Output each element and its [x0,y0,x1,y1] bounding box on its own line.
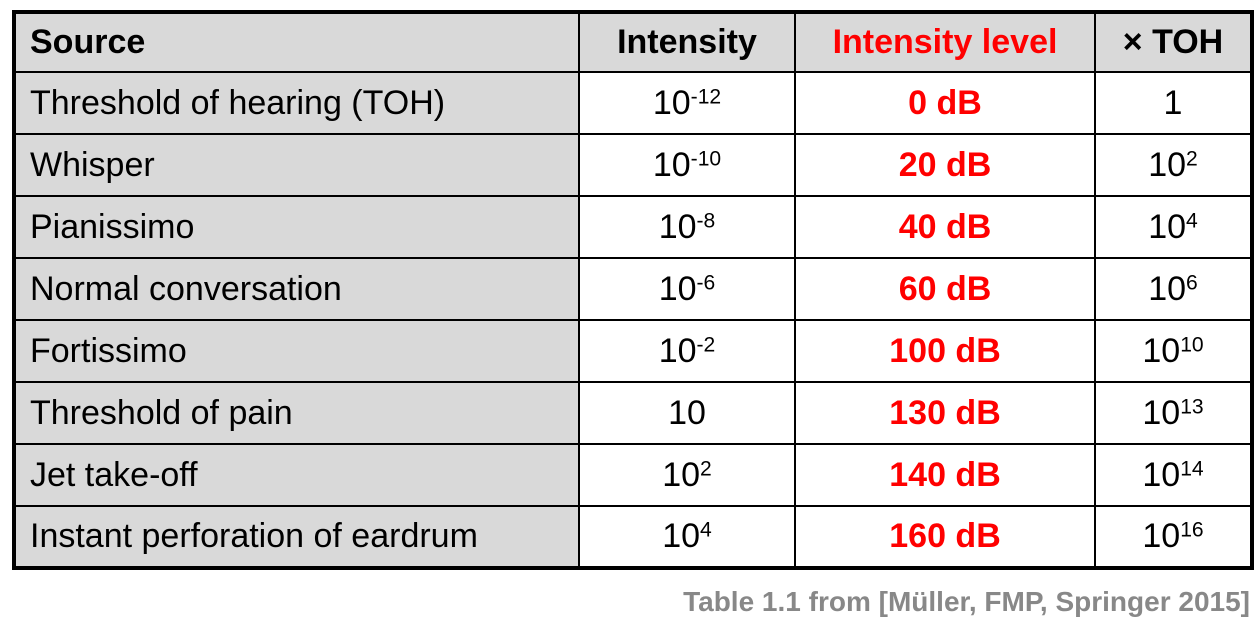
intensity-level-cell: 130 dB [794,381,1096,445]
intensity-cell: 102 [578,443,796,507]
value-base: 10 [662,517,701,555]
table-row: Pianissimo 10-8 40 dB 104 [13,195,1253,259]
source-cell: Pianissimo [13,195,580,259]
toh-cell: 1013 [1094,381,1253,445]
value-base: 10 [1142,517,1181,555]
value-exponent: 6 [1186,270,1198,294]
intensity-cell: 104 [578,505,796,569]
toh-cell: 1014 [1094,443,1253,507]
value-base: 10 [668,393,706,432]
source-cell: Instant perforation of eardrum [13,505,580,569]
value-base: 10 [652,145,691,184]
column-header-intensity: Intensity [578,11,796,73]
value-exponent: 13 [1180,394,1204,418]
table-row: Normal conversation 10-6 60 dB 106 [13,257,1253,321]
intensity-level-cell: 140 dB [794,443,1096,507]
toh-cell: 1010 [1094,319,1253,383]
table-row: Threshold of hearing (TOH) 10-12 0 dB 1 [13,71,1253,135]
table-row: Whisper 10-10 20 dB 102 [13,133,1253,197]
value-base: 10 [658,207,697,246]
intensity-cell: 10-10 [578,133,796,197]
value-base: 10 [1148,207,1187,246]
intensity-level-cell: 100 dB [794,319,1096,383]
intensity-level-cell: 20 dB [794,133,1096,197]
intensity-cell: 10-6 [578,257,796,321]
toh-cell: 106 [1094,257,1253,321]
value-exponent: -8 [696,208,716,232]
toh-cell: 104 [1094,195,1253,259]
value-exponent: 10 [1180,332,1204,356]
value-base: 10 [1142,393,1181,432]
value-base: 10 [658,269,697,308]
column-header-source: Source [13,11,580,73]
value-base: 10 [1142,455,1181,494]
value-base: 10 [662,455,701,494]
toh-cell: 1016 [1094,505,1253,569]
intensity-cell: 10-8 [578,195,796,259]
intensity-level-cell: 40 dB [794,195,1096,259]
value-base: 10 [1148,269,1187,308]
value-base: 10 [1142,331,1181,370]
source-cell: Threshold of pain [13,381,580,445]
source-cell: Whisper [13,133,580,197]
value-exponent: -6 [696,270,716,294]
value-exponent: 14 [1180,456,1204,480]
intensity-level-cell: 0 dB [794,71,1096,135]
value-exponent: 4 [700,518,712,542]
intensity-level-cell: 160 dB [794,505,1096,569]
intensity-cell: 10-12 [578,71,796,135]
table-row: Fortissimo 10-2 100 dB 1010 [13,319,1253,383]
value-exponent: 4 [1186,208,1198,232]
intensity-cell: 10 [578,381,796,445]
value-exponent: -10 [690,146,722,170]
table-row: Threshold of pain 10 130 dB 1013 [13,381,1253,445]
value-exponent: 2 [700,456,712,480]
source-cell: Threshold of hearing (TOH) [13,71,580,135]
column-header-times-toh: × TOH [1094,11,1253,73]
value-base: 10 [658,331,697,370]
value-base: 10 [1148,145,1187,184]
source-cell: Jet take-off [13,443,580,507]
intensity-level-cell: 60 dB [794,257,1096,321]
sound-intensity-table: Source Intensity Intensity level × TOH T… [12,10,1254,570]
value-base: 10 [652,83,691,122]
header-row: Source Intensity Intensity level × TOH [13,11,1253,73]
value-exponent: 2 [1186,146,1198,170]
source-cell: Normal conversation [13,257,580,321]
value-exponent: 16 [1180,518,1204,542]
toh-cell: 1 [1094,71,1253,135]
value-exponent: -12 [690,84,722,108]
value-base: 1 [1163,83,1183,122]
column-header-intensity-level: Intensity level [794,11,1096,73]
table-row: Jet take-off 102 140 dB 1014 [13,443,1253,507]
table-caption: Table 1.1 from [Müller, FMP, Springer 20… [683,586,1250,617]
intensity-cell: 10-2 [578,319,796,383]
value-exponent: -2 [696,332,716,356]
toh-cell: 102 [1094,133,1253,197]
source-cell: Fortissimo [13,319,580,383]
table-row: Instant perforation of eardrum 104 160 d… [13,505,1253,569]
